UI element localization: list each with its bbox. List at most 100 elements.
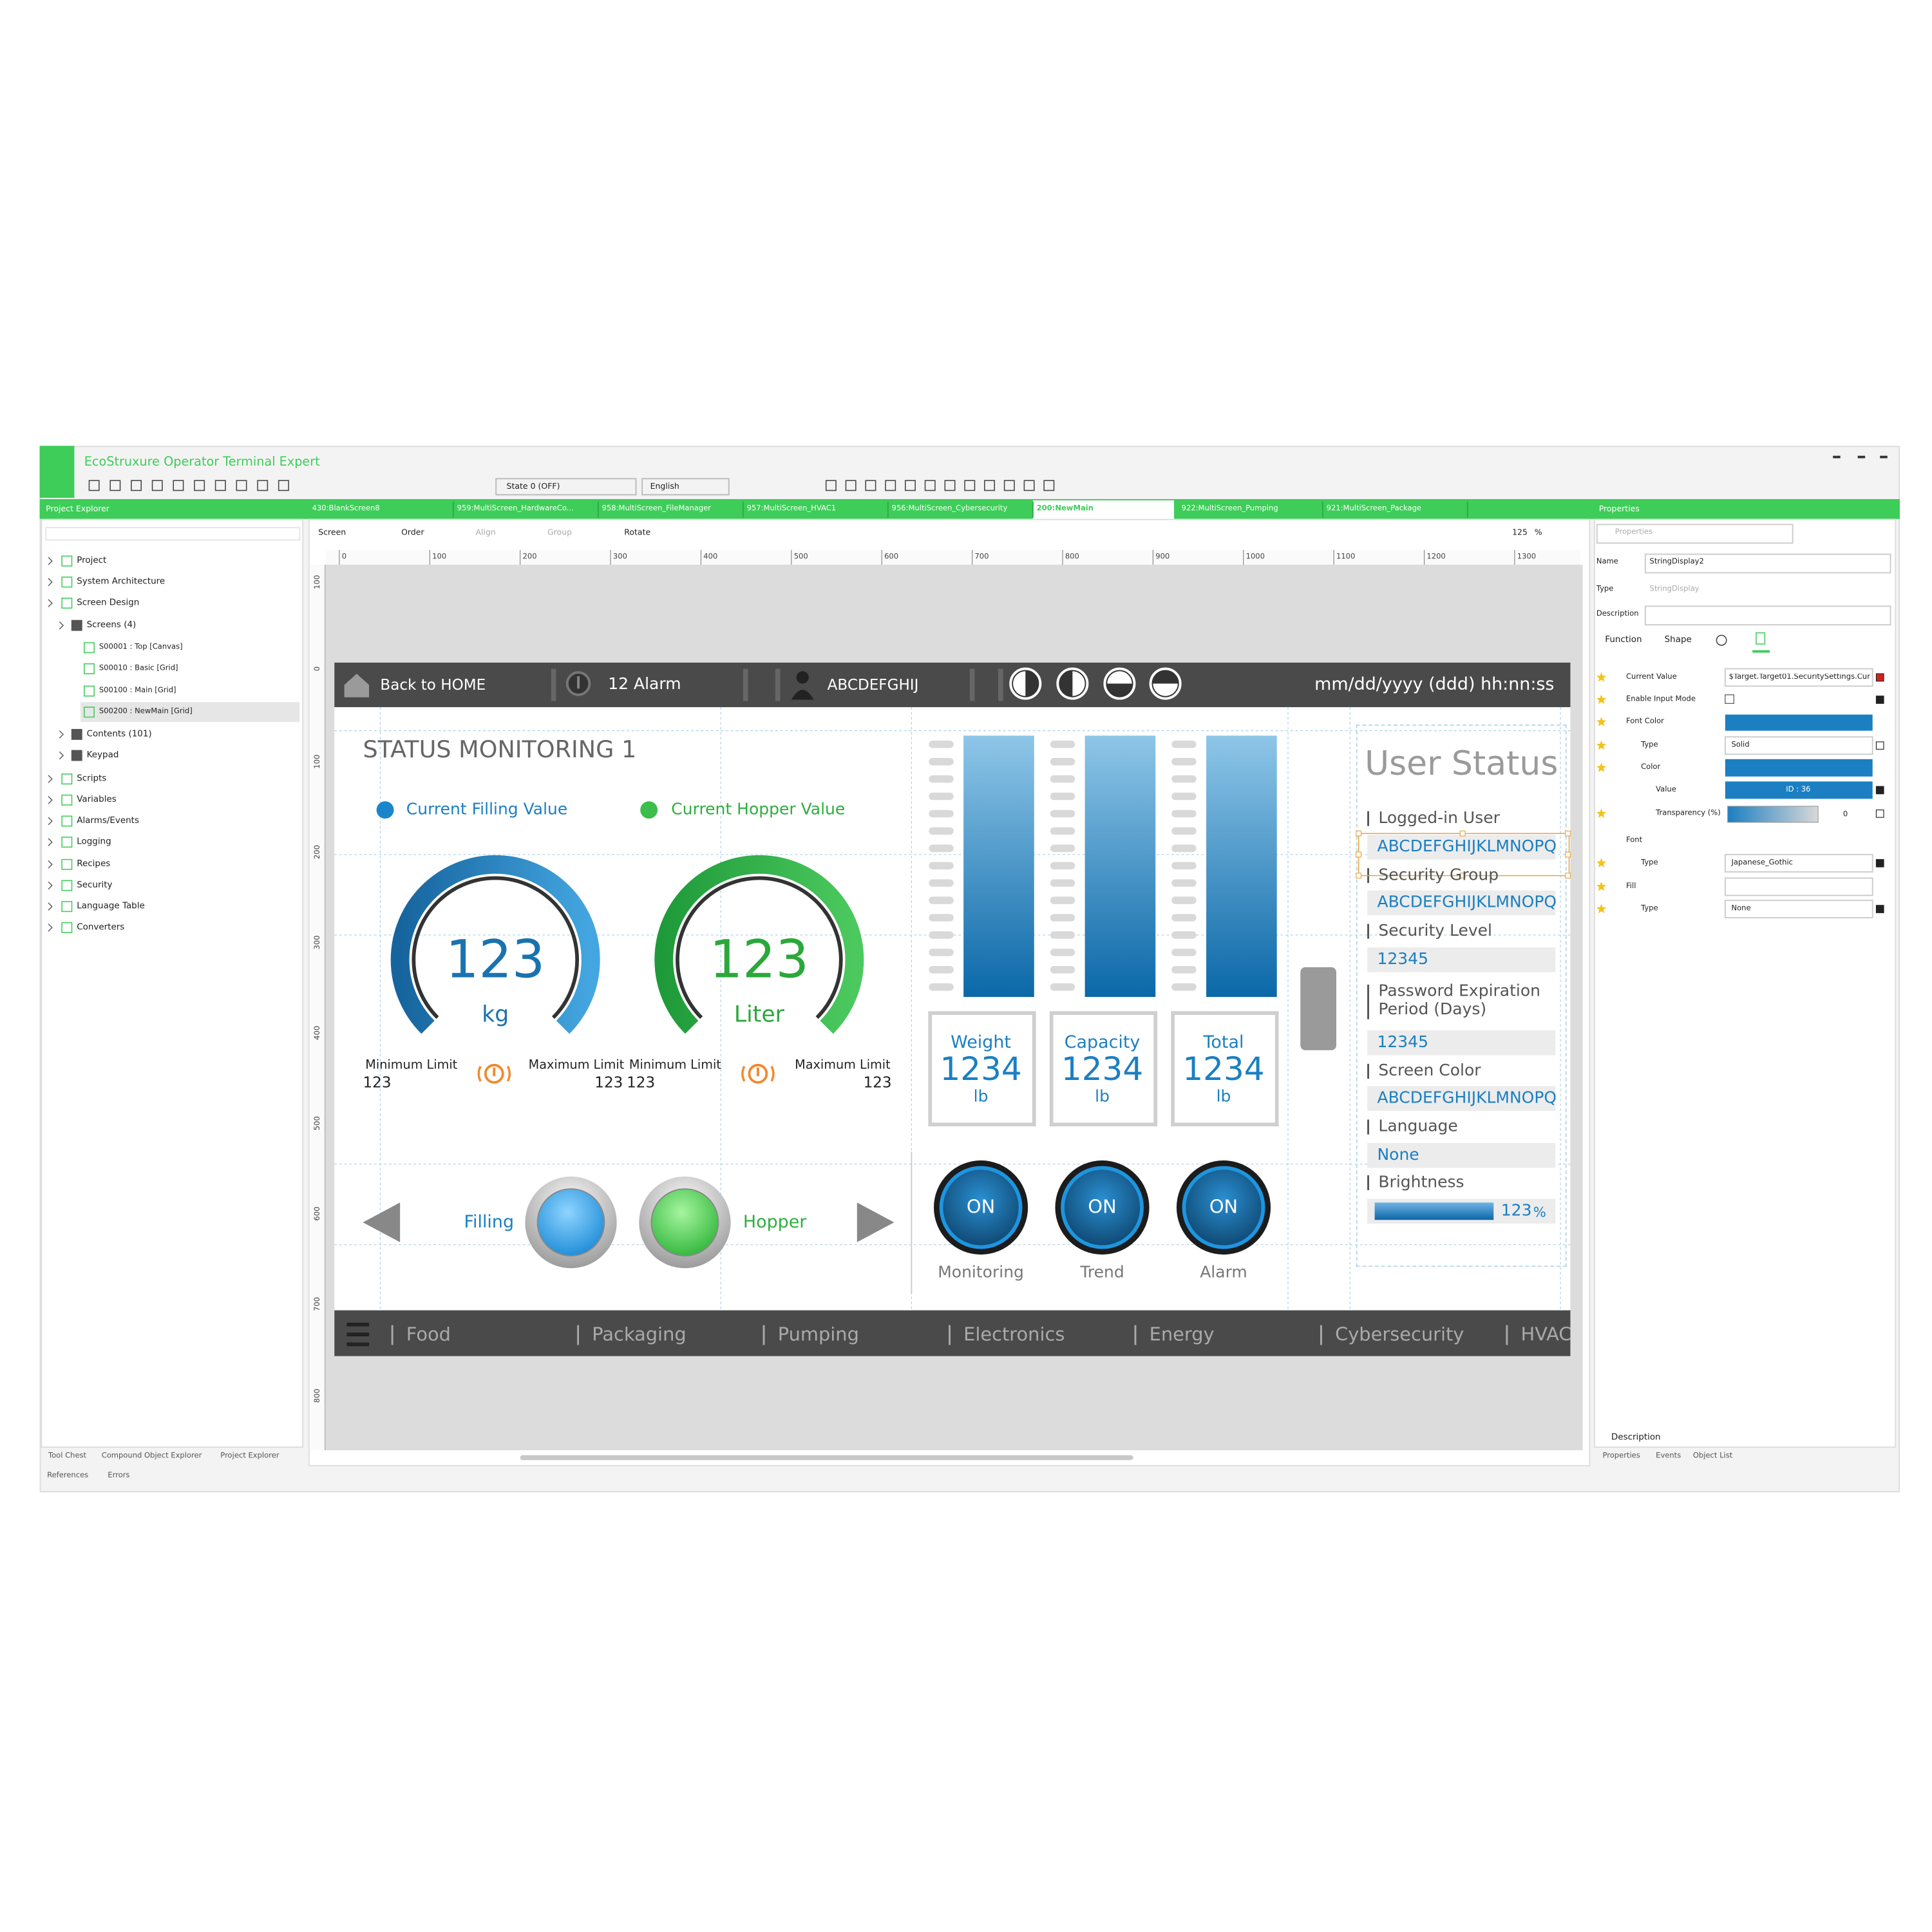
prop-tab[interactable]: Function [1605, 634, 1642, 645]
editor-tool[interactable]: Rotate [624, 527, 651, 538]
window-control[interactable] [1857, 455, 1866, 459]
tree-item[interactable]: S00010 : Basic [Grid] [99, 663, 178, 673]
tree-item[interactable]: Scripts [77, 773, 107, 784]
tree-item[interactable]: Screens (4) [86, 620, 137, 630]
toolbar-icon[interactable] [944, 480, 956, 491]
expand-chevron[interactable] [59, 751, 64, 760]
tree-item[interactable]: S00200 : NewMain [Grid] [99, 707, 193, 716]
document-tab[interactable]: 921:MultiScreen_Package [1326, 504, 1422, 513]
toolbar-icon[interactable] [194, 480, 205, 491]
menu-icon-line[interactable] [346, 1322, 370, 1327]
footer-item[interactable]: Energy [1149, 1323, 1215, 1346]
expand-chevron[interactable] [48, 578, 53, 587]
footer-item[interactable]: Pumping [777, 1323, 859, 1346]
editor-tool[interactable]: Group [547, 527, 573, 538]
document-tab[interactable]: 959:MultiScreen_HardwareCo... [457, 504, 574, 513]
toolbar-icon[interactable] [964, 480, 976, 491]
toolbar-icon[interactable] [278, 480, 289, 491]
window-control[interactable] [1833, 455, 1841, 459]
selection-handle[interactable] [1356, 851, 1362, 858]
bottom-tab[interactable]: References [47, 1471, 89, 1481]
security-icon[interactable] [1756, 632, 1766, 645]
editor-tool[interactable]: Screen [318, 527, 346, 538]
menu-icon-line[interactable] [346, 1332, 370, 1336]
star[interactable] [1596, 904, 1607, 914]
arrow-left[interactable] [363, 1202, 401, 1242]
language-box[interactable] [641, 478, 730, 496]
selection-handle[interactable] [1459, 830, 1466, 837]
arrow-right[interactable] [857, 1202, 895, 1242]
expand-chevron[interactable] [48, 599, 53, 607]
document-tab[interactable]: 956:MultiScreen_Cybersecurity [891, 504, 1008, 513]
toolbar-icon[interactable] [151, 480, 163, 491]
toolbar-icon[interactable] [236, 480, 247, 491]
toolbar-icon[interactable] [924, 480, 936, 491]
selection-handle[interactable] [1565, 873, 1571, 879]
expand-chevron[interactable] [48, 817, 53, 826]
expand-chevron[interactable] [48, 860, 53, 869]
panel-tab[interactable]: Project Explorer [220, 1451, 279, 1461]
tree-item[interactable]: Alarms/Events [77, 815, 139, 826]
editor-tool[interactable]: Order [401, 527, 424, 538]
star[interactable] [1596, 858, 1607, 867]
active-doc-tab[interactable] [1032, 500, 1175, 519]
toolbar-icon[interactable] [131, 480, 142, 491]
star[interactable] [1596, 694, 1607, 705]
search-box[interactable] [1596, 524, 1794, 544]
tree-item[interactable]: S00100 : Main [Grid] [99, 686, 176, 695]
document-tab[interactable]: 957:MultiScreen_HVAC1 [746, 504, 837, 513]
footer-item[interactable]: Food [406, 1323, 451, 1346]
star[interactable] [1596, 672, 1607, 682]
expand-chevron[interactable] [48, 795, 53, 804]
toolbar-icon[interactable] [109, 480, 121, 491]
document-tab[interactable]: 922:MultiScreen_Pumping [1181, 504, 1278, 513]
selection-handle[interactable] [1565, 830, 1571, 837]
toolbar-icon[interactable] [984, 480, 996, 491]
header-alarm[interactable]: 12 Alarm [608, 676, 681, 694]
prop-tab[interactable]: Shape [1664, 634, 1692, 645]
state-select[interactable]: State 0 (OFF) [506, 481, 560, 491]
footer-item[interactable]: Electronics [963, 1323, 1065, 1346]
selection-handle[interactable] [1565, 851, 1571, 858]
checkbox[interactable] [1725, 694, 1734, 704]
selection-handle[interactable] [1459, 873, 1466, 879]
toolbar-icon[interactable] [865, 480, 876, 491]
document-tab[interactable]: 958:MultiScreen_FileManager [601, 504, 712, 513]
toolbar-icon[interactable] [885, 480, 896, 491]
tree-item[interactable]: Project [77, 555, 107, 565]
star[interactable] [1596, 808, 1607, 819]
dropdown[interactable] [1724, 853, 1873, 873]
selection-handle[interactable] [1356, 830, 1362, 837]
toolbar-icon[interactable] [257, 480, 269, 491]
toolbar-icon[interactable] [1003, 480, 1015, 491]
tree-item[interactable]: System Architecture [77, 576, 166, 587]
expand-chevron[interactable] [59, 621, 64, 630]
star[interactable] [1596, 717, 1607, 726]
dropdown[interactable] [1724, 900, 1873, 918]
footer-item[interactable]: HVAC [1520, 1325, 1571, 1345]
expand-chevron[interactable] [48, 838, 53, 847]
document-tab[interactable]: 200:NewMain [1036, 504, 1094, 513]
prop-bottom-tab[interactable]: Events [1656, 1451, 1681, 1461]
star[interactable] [1596, 762, 1607, 772]
expand-chevron[interactable] [48, 902, 53, 911]
star[interactable] [1596, 881, 1607, 891]
expand-chevron[interactable] [48, 923, 53, 932]
footer-item[interactable]: Cybersecurity [1335, 1323, 1464, 1346]
link-icon[interactable] [1716, 634, 1727, 646]
tree-item[interactable]: Keypad [86, 750, 119, 760]
toolbar-icon[interactable] [825, 480, 837, 491]
document-tab[interactable]: 430:BlankScreen8 [312, 504, 380, 513]
name-box[interactable] [1644, 553, 1891, 574]
panel-tab[interactable]: Compound Object Explorer [101, 1451, 202, 1461]
tree-item[interactable]: Converters [77, 922, 125, 933]
expand-chevron[interactable] [48, 881, 53, 890]
toolbar-icon[interactable] [88, 480, 100, 491]
tree-item[interactable]: Contents (101) [86, 728, 152, 739]
toolbar-icon[interactable] [845, 480, 857, 491]
footer-item[interactable]: Packaging [592, 1323, 687, 1346]
toolbar-icon[interactable] [173, 480, 184, 491]
dropdown[interactable] [1724, 736, 1873, 755]
expand-chevron[interactable] [59, 730, 64, 739]
state-box[interactable] [495, 478, 637, 496]
